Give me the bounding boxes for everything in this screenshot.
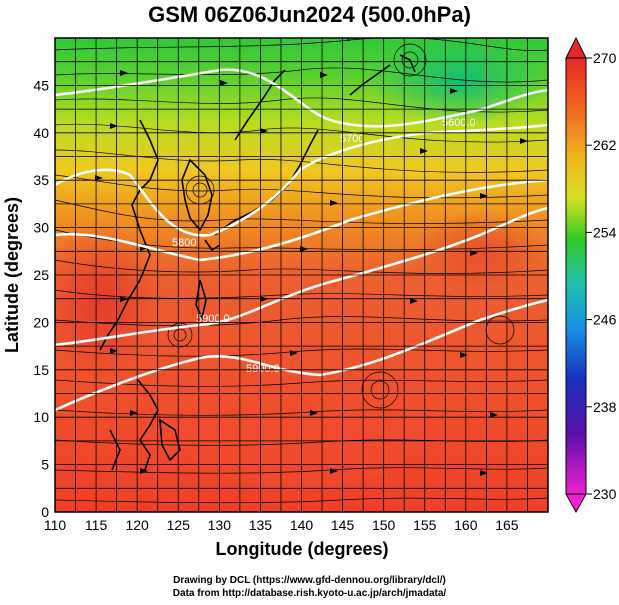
x-tick-label: 135: [249, 517, 273, 533]
contour-label: 5800: [172, 237, 196, 249]
y-tick-label: 25: [33, 267, 49, 283]
x-tick-label: 155: [413, 517, 437, 533]
credit-data-source: Data from http://database.rish.kyoto-u.a…: [172, 588, 447, 599]
colorbar-label: 246: [593, 312, 617, 328]
colorbar-label: 238: [593, 399, 617, 415]
colorbar-label: 254: [593, 224, 617, 240]
y-tick-label: 30: [33, 220, 49, 236]
colorbar-label: 270: [593, 50, 617, 66]
y-tick-label: 15: [33, 362, 49, 378]
y-tick-label: 5: [41, 457, 49, 473]
x-tick-label: 125: [167, 517, 191, 533]
y-tick-label: 40: [33, 125, 49, 141]
y-tick-label: 45: [33, 77, 49, 93]
contour-label: 5900.0: [196, 313, 230, 325]
y-tick-label: 0: [41, 504, 49, 520]
contour-label: 5900.0: [246, 363, 280, 375]
x-tick-label: 110: [44, 517, 67, 533]
colorbar-label: 262: [593, 137, 617, 153]
contour-label: 5600.0: [442, 117, 476, 129]
y-tick-labels: 0 5 10 15 20 25 30 35 40 45: [33, 77, 49, 520]
credit-dcl: Drawing by DCL (https://www.gfd-dennou.o…: [173, 575, 446, 586]
plot-title: GSM 06Z06Jun2024 (500.0hPa): [148, 2, 471, 27]
y-axis-title: Latitude (degrees): [2, 197, 22, 353]
y-tick-label: 35: [33, 172, 49, 188]
colorbar-bottom-triangle: [565, 493, 587, 514]
colorbar-scale: [565, 57, 587, 495]
credits: Drawing by DCL (https://www.gfd-dennou.o…: [0, 574, 619, 600]
x-tick-label: 160: [454, 517, 478, 533]
x-tick-label: 130: [208, 517, 232, 533]
x-axis-title: Longitude (degrees): [215, 539, 388, 559]
plot-frame: [54, 37, 549, 513]
colorbar-label: 230: [593, 486, 617, 502]
x-tick-labels: 110 115 120 125 130 135 140 145 150 155 160 165: [44, 517, 519, 533]
y-tick-label: 10: [33, 409, 49, 425]
contour-label: 5700: [340, 133, 364, 145]
x-tick-label: 115: [85, 517, 108, 533]
x-tick-label: 165: [495, 517, 519, 533]
y-tick-label: 20: [33, 314, 49, 330]
colorbar-top-triangle: [565, 36, 587, 59]
x-tick-label: 120: [125, 517, 149, 533]
grid-lines: [54, 37, 549, 513]
x-tick-label: 145: [331, 517, 355, 533]
x-tick-label: 150: [372, 517, 396, 533]
colorbar: 270 262 254 246 238 230: [565, 36, 617, 514]
x-tick-label: 140: [290, 517, 314, 533]
